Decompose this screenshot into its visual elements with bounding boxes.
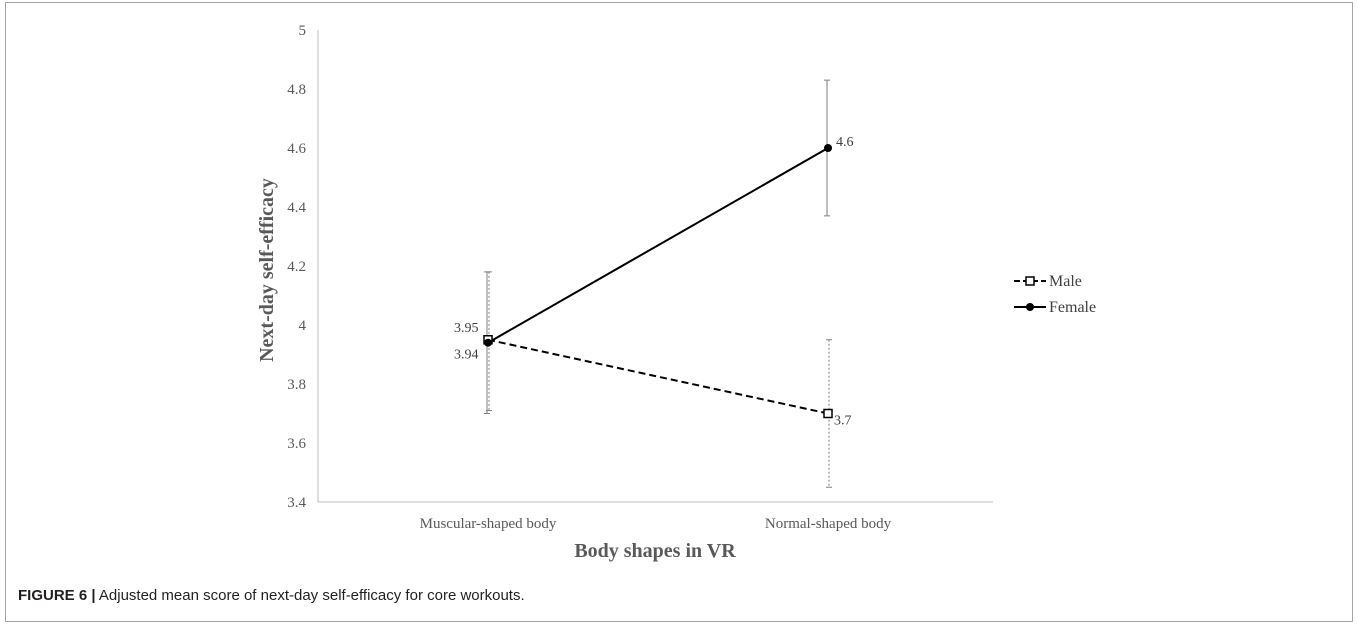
marker-female [824, 144, 832, 152]
data-labels: 3.95 3.7 3.94 4.6 [454, 135, 854, 429]
line-chart: 3.4 3.6 3.8 4 4.2 4.4 4.6 4.8 5 Muscular-shaped … [256, 23, 1096, 562]
marker-female [484, 338, 492, 347]
figure-frame [5, 2, 1353, 622]
legend-marker-male [1025, 276, 1035, 286]
legend: Male Female [1014, 273, 1096, 316]
y-tick-label: 4.6 [287, 141, 306, 157]
y-tick-labels: 3.4 3.6 3.8 4 4.2 4.4 4.6 4.8 5 [287, 23, 306, 511]
figure-caption: FIGURE 6 | Adjusted mean score of next-d… [18, 587, 525, 604]
x-tick-labels: Muscular-shaped body Normal-shaped body [420, 516, 892, 532]
y-tick-label: 4.8 [287, 82, 306, 98]
data-label: 3.7 [834, 414, 852, 429]
y-tick-label: 3.6 [287, 436, 306, 452]
data-label: 3.94 [454, 348, 479, 363]
x-tick-label: Muscular-shaped body [420, 516, 557, 532]
y-tick-label: 5 [299, 23, 307, 39]
data-label: 4.6 [836, 135, 854, 150]
marker-male [823, 408, 833, 419]
y-tick-label: 3.8 [287, 377, 306, 393]
y-tick-label: 4.2 [287, 259, 306, 275]
series-line-male [487, 338, 829, 415]
legend-marker-female [1026, 303, 1034, 311]
series-markers [483, 144, 833, 419]
y-tick-label: 4 [299, 318, 307, 334]
legend-label-male: Male [1049, 273, 1082, 290]
error-bars [484, 79, 832, 488]
legend-label-female: Female [1049, 299, 1096, 316]
caption-text: Adjusted mean score of next-day self-eff… [98, 587, 525, 604]
series-line-female [487, 147, 829, 344]
x-tick-label: Normal-shaped body [765, 516, 892, 532]
series-lines [487, 147, 829, 415]
caption-label: FIGURE 6 | [18, 587, 96, 604]
y-tick-label: 3.4 [287, 495, 306, 511]
data-label: 3.95 [454, 321, 479, 336]
x-axis-title: Body shapes in VR [574, 540, 736, 562]
y-axis-title: Next-day self-efficacy [256, 178, 278, 362]
y-tick-label: 4.4 [287, 200, 306, 216]
